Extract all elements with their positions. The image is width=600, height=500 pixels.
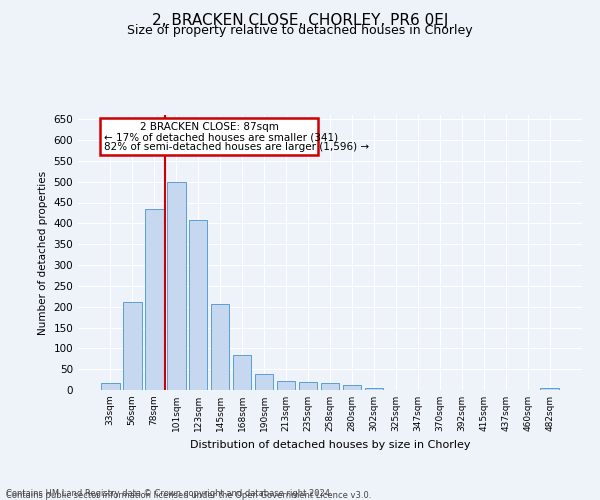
Text: 2 BRACKEN CLOSE: 87sqm: 2 BRACKEN CLOSE: 87sqm [140, 122, 278, 132]
X-axis label: Distribution of detached houses by size in Chorley: Distribution of detached houses by size … [190, 440, 470, 450]
Bar [299, 382, 317, 390]
Bar [101, 382, 119, 390]
Bar [145, 209, 164, 390]
Bar [365, 388, 383, 390]
Bar [277, 381, 295, 390]
Bar [167, 182, 185, 390]
Bar [189, 220, 208, 390]
Text: Contains HM Land Registry data © Crown copyright and database right 2024.: Contains HM Land Registry data © Crown c… [6, 488, 332, 498]
Text: Contains public sector information licensed under the Open Government Licence v3: Contains public sector information licen… [6, 491, 371, 500]
Text: 82% of semi-detached houses are larger (1,596) →: 82% of semi-detached houses are larger (… [104, 142, 369, 152]
Bar [233, 355, 251, 390]
Bar [123, 302, 142, 390]
Text: Size of property relative to detached houses in Chorley: Size of property relative to detached ho… [127, 24, 473, 37]
Text: ← 17% of detached houses are smaller (341): ← 17% of detached houses are smaller (34… [104, 133, 338, 143]
Bar [211, 304, 229, 390]
Bar [541, 388, 559, 390]
Text: 2, BRACKEN CLOSE, CHORLEY, PR6 0EJ: 2, BRACKEN CLOSE, CHORLEY, PR6 0EJ [152, 12, 448, 28]
FancyBboxPatch shape [100, 118, 318, 154]
Bar [320, 384, 340, 390]
Y-axis label: Number of detached properties: Number of detached properties [38, 170, 48, 334]
Bar [255, 374, 274, 390]
Bar [343, 386, 361, 390]
